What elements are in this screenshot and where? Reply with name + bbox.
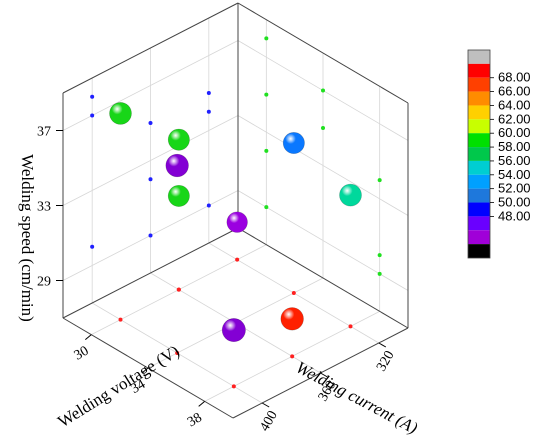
floor-projection-dot: [175, 351, 180, 355]
wall-projection-dot: [148, 233, 153, 238]
colorbar-tick-label: 52.00: [498, 181, 531, 196]
colorbar-tick-label: 56.00: [498, 153, 531, 168]
data-point-sphere: [226, 211, 248, 233]
data-point-sphere: [221, 318, 246, 343]
wall-projection-dot: [206, 91, 211, 95]
colorbar-tick-label: 62.00: [498, 111, 531, 126]
colorbar-swatch: [468, 230, 490, 245]
colorbar-tick-label: 50.00: [498, 195, 531, 210]
wall-projection-dot: [90, 113, 95, 118]
x-tick-label: 400: [257, 408, 280, 434]
colorbar-swatch: [468, 174, 490, 189]
colorbar-tick-label: 68.00: [498, 70, 531, 85]
colorbar-tick-label: 48.00: [498, 208, 531, 223]
wall-projection-dot: [377, 253, 382, 258]
y-tick-label: 30: [72, 344, 92, 364]
wall-projection-dot: [90, 244, 95, 249]
z-tick-label: 33: [37, 200, 51, 215]
wall-projection-dot: [90, 94, 95, 99]
wall-projection-dot: [148, 177, 153, 182]
wall-projection-dot: [321, 126, 325, 130]
z-tick-label: 37: [37, 125, 51, 140]
floor-projection-dot: [118, 317, 123, 322]
colorbar-tick-label: 64.00: [498, 97, 531, 112]
axes-frame: [56, 2, 409, 419]
wall-projection-dot: [264, 205, 269, 210]
colorbar-swatch: [468, 77, 490, 92]
colorbar-tick-label: 60.00: [498, 125, 531, 140]
colorbar: 68.0066.0064.0062.0060.0058.0056.0054.00…: [467, 49, 531, 259]
colorbar-swatch: [468, 216, 490, 231]
colorbar-swatch: [468, 50, 490, 64]
z-tick-label: 29: [37, 275, 51, 290]
wall-projection-dot: [206, 109, 211, 114]
data-point-sphere: [339, 183, 362, 207]
floor-projection-dot: [290, 354, 295, 359]
floor-projection-dot: [348, 324, 353, 329]
x-tick-label: 320: [374, 348, 397, 374]
wall-projection-dot: [148, 121, 153, 125]
colorbar-tick-label: 66.00: [498, 84, 531, 99]
colorbar-swatch: [468, 91, 490, 106]
colorbar-swatch: [468, 244, 490, 258]
wall-projection-dot: [264, 92, 269, 97]
y-tick-label: 38: [185, 410, 205, 430]
data-point-sphere: [167, 184, 190, 207]
colorbar-swatch: [468, 188, 490, 203]
colorbar-swatch: [468, 133, 490, 148]
grid: [62, 18, 409, 404]
wall-projection-dot: [206, 203, 211, 208]
wall-projection-dot: [264, 148, 269, 153]
data-point-sphere: [167, 128, 190, 151]
wall-projection-dot: [264, 36, 269, 41]
colorbar-swatch: [468, 105, 490, 120]
floor-projection-dot: [291, 291, 296, 295]
colorbar-swatch: [468, 63, 490, 78]
data-point-sphere: [165, 153, 189, 178]
colorbar-tick-label: 54.00: [498, 167, 531, 182]
projection-dots: [90, 36, 382, 389]
floor-projection-dot: [231, 384, 236, 389]
wall-projection-dot: [377, 178, 382, 183]
colorbar-swatch: [468, 202, 490, 217]
data-points: [109, 102, 362, 343]
z-axis-label: Welding speed (cm/min): [18, 154, 37, 322]
wall-projection-dot: [377, 271, 382, 276]
colorbar-swatch: [468, 160, 490, 175]
floor-projection-dot: [176, 287, 181, 292]
x-axis-label: Welding current (A): [293, 358, 421, 438]
data-point-sphere: [280, 307, 304, 331]
data-point-sphere: [109, 102, 132, 125]
colorbar-swatch: [468, 119, 490, 134]
floor-projection-dot: [235, 257, 240, 262]
data-point-sphere: [282, 132, 305, 154]
colorbar-tick-label: 58.00: [498, 139, 531, 154]
colorbar-swatch: [468, 147, 490, 161]
y-tick-label: 34: [128, 377, 148, 397]
wall-projection-dot: [321, 88, 325, 93]
